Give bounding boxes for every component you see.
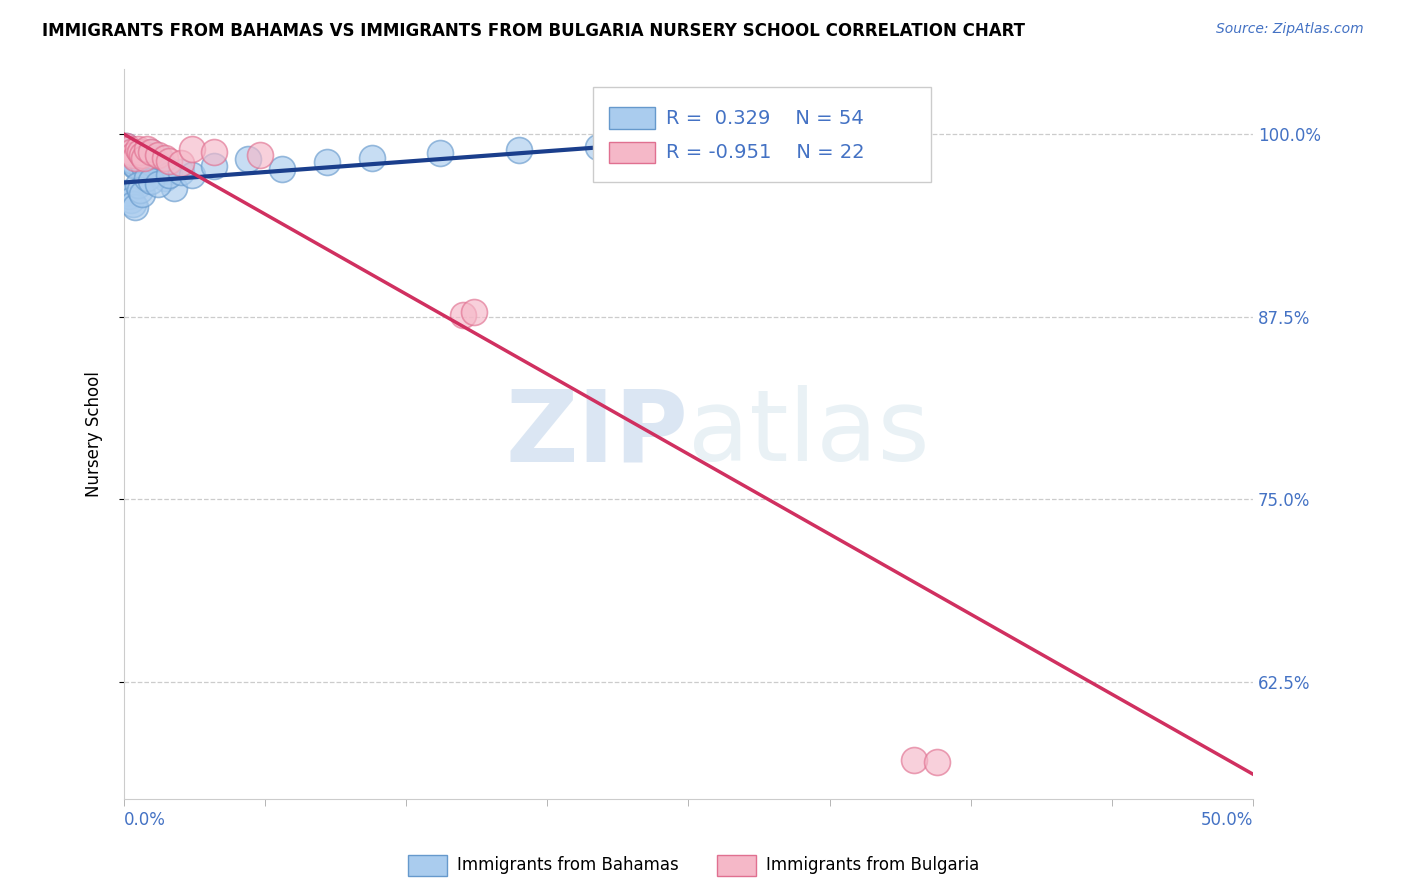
- Point: [238, 152, 260, 166]
- Point: [169, 165, 191, 179]
- Point: [204, 160, 226, 174]
- Y-axis label: Nursery School: Nursery School: [86, 371, 103, 497]
- Point: [115, 186, 138, 200]
- Point: [117, 188, 139, 202]
- Point: [120, 149, 142, 163]
- Point: [153, 171, 176, 186]
- Point: [124, 200, 146, 214]
- Point: [115, 142, 138, 156]
- Point: [145, 167, 167, 181]
- Point: [135, 147, 157, 161]
- Point: [120, 193, 142, 207]
- Point: [129, 145, 152, 159]
- Point: [115, 139, 138, 153]
- Point: [146, 162, 169, 177]
- Text: 0.0%: 0.0%: [124, 811, 166, 829]
- Point: [157, 153, 180, 168]
- Point: [122, 147, 145, 161]
- Point: [124, 160, 146, 174]
- Point: [146, 147, 169, 161]
- Point: [122, 197, 145, 211]
- Point: [157, 168, 180, 182]
- Point: [586, 140, 609, 154]
- Point: [153, 161, 176, 175]
- Point: [122, 156, 145, 170]
- Point: [141, 174, 163, 188]
- Point: [124, 151, 146, 165]
- Point: [316, 155, 339, 169]
- Point: [135, 171, 157, 186]
- Point: [127, 153, 149, 168]
- Point: [127, 178, 149, 193]
- Point: [463, 305, 485, 319]
- Point: [146, 156, 169, 170]
- Point: [117, 149, 139, 163]
- Point: [131, 162, 153, 177]
- Text: Source: ZipAtlas.com: Source: ZipAtlas.com: [1216, 22, 1364, 37]
- Point: [129, 158, 152, 172]
- Point: [429, 146, 451, 161]
- Point: [149, 151, 172, 165]
- Text: R = -0.951    N = 22: R = -0.951 N = 22: [666, 143, 865, 162]
- Text: IMMIGRANTS FROM BAHAMAS VS IMMIGRANTS FROM BULGARIA NURSERY SCHOOL CORRELATION C: IMMIGRANTS FROM BAHAMAS VS IMMIGRANTS FR…: [42, 22, 1025, 40]
- Text: atlas: atlas: [689, 385, 931, 483]
- Point: [134, 151, 156, 165]
- Point: [508, 144, 530, 158]
- Point: [117, 145, 139, 159]
- Text: Immigrants from Bahamas: Immigrants from Bahamas: [457, 856, 679, 874]
- Point: [115, 139, 138, 153]
- Point: [451, 309, 474, 323]
- Point: [131, 187, 153, 202]
- Text: R =  0.329    N = 54: R = 0.329 N = 54: [666, 109, 863, 128]
- FancyBboxPatch shape: [609, 142, 655, 163]
- Point: [141, 145, 163, 159]
- Point: [134, 151, 156, 165]
- Point: [903, 752, 925, 766]
- Point: [120, 145, 142, 159]
- Text: 50.0%: 50.0%: [1201, 811, 1253, 829]
- Point: [131, 147, 153, 161]
- Point: [138, 163, 160, 178]
- Point: [204, 145, 226, 159]
- Point: [117, 142, 139, 156]
- Point: [361, 151, 384, 165]
- Point: [142, 155, 165, 169]
- Point: [131, 155, 153, 169]
- Point: [129, 151, 152, 165]
- Point: [135, 161, 157, 175]
- Point: [124, 158, 146, 172]
- Point: [135, 142, 157, 156]
- Point: [180, 168, 202, 182]
- Point: [127, 142, 149, 156]
- Point: [169, 156, 191, 170]
- Point: [127, 146, 149, 161]
- FancyBboxPatch shape: [609, 107, 655, 129]
- Point: [129, 183, 152, 197]
- Point: [157, 163, 180, 178]
- Text: ZIP: ZIP: [506, 385, 689, 483]
- Point: [271, 162, 294, 177]
- Point: [153, 151, 176, 165]
- Point: [134, 160, 156, 174]
- Point: [141, 145, 163, 159]
- Point: [925, 756, 948, 770]
- Point: [180, 142, 202, 156]
- Point: [120, 152, 142, 166]
- Point: [163, 181, 186, 195]
- Text: Immigrants from Bulgaria: Immigrants from Bulgaria: [766, 856, 980, 874]
- Point: [141, 152, 163, 166]
- Point: [122, 153, 145, 168]
- Point: [146, 177, 169, 191]
- Point: [249, 147, 271, 161]
- FancyBboxPatch shape: [592, 87, 931, 182]
